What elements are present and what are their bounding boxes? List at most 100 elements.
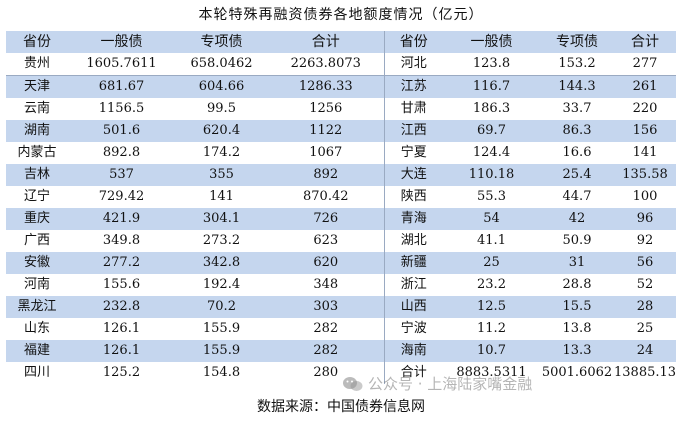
cell-general-left: 125.2 bbox=[102, 365, 141, 380]
cell-general-right: 186.3 bbox=[472, 101, 511, 116]
cell-general-right: 23.2 bbox=[477, 277, 506, 292]
cell-province-left: 天津 bbox=[23, 79, 50, 94]
cell-special-right: 16.6 bbox=[562, 145, 592, 160]
cell-province-left: 贵州 bbox=[6, 53, 68, 76]
cell-total-left: 623 bbox=[313, 233, 339, 248]
cell-total-left: 280 bbox=[313, 365, 339, 380]
cell-special-left: 658.0462 bbox=[175, 53, 268, 76]
data-source: 数据来源：中国债券信息网 bbox=[257, 399, 425, 415]
cell-province-right: 山西 bbox=[383, 296, 443, 318]
cell-province-right: 海南 bbox=[383, 340, 443, 362]
cell-total-left: 1067 bbox=[309, 145, 343, 160]
cell-province-left: 福建 bbox=[23, 343, 50, 358]
cell-total-right: 52 bbox=[636, 277, 654, 292]
cell-province-left: 吉林 bbox=[23, 167, 50, 182]
cell-province-right: 青海 bbox=[383, 208, 443, 230]
cell-general-left: 681.67 bbox=[98, 79, 145, 94]
cell-total-right: 28 bbox=[636, 299, 654, 314]
cell-special-left: 141 bbox=[209, 189, 234, 204]
cell-total-left: 726 bbox=[313, 211, 339, 226]
cell-special-left: 99.5 bbox=[207, 101, 236, 116]
cell-special-right: 5001.6062 bbox=[541, 365, 613, 380]
cell-general-right: 55.3 bbox=[477, 189, 506, 204]
cell-special-right: 153.2 bbox=[540, 53, 614, 76]
table-row: 吉林 537 355 892 大连 110.18 25.4 135.58 bbox=[6, 164, 676, 186]
table-row: 福建 126.1 155.9 282 海南 10.7 13.3 24 bbox=[6, 340, 676, 362]
cell-special-left: 192.4 bbox=[202, 277, 241, 292]
cell-special-right: 144.3 bbox=[558, 79, 596, 94]
cell-total-right: 56 bbox=[636, 255, 654, 270]
cell-special-left: 154.8 bbox=[202, 365, 241, 380]
cell-total-right: 220 bbox=[632, 101, 658, 116]
cell-general-right: 54 bbox=[483, 211, 500, 226]
header-general-right: 一般债 bbox=[470, 34, 513, 50]
cell-total-left: 303 bbox=[313, 299, 339, 314]
cell-special-left: 304.1 bbox=[202, 211, 241, 226]
cell-total-left: 620 bbox=[313, 255, 339, 270]
cell-special-left: 155.9 bbox=[202, 343, 241, 358]
cell-total-left: 892 bbox=[313, 167, 339, 182]
cell-special-right: 13.3 bbox=[562, 343, 592, 358]
cell-general-left: 349.8 bbox=[102, 233, 141, 248]
table-row: 安徽 277.2 342.8 620 新疆 25 31 56 bbox=[6, 252, 676, 274]
cell-province-right: 合计 bbox=[383, 362, 443, 384]
cell-general-right: 123.8 bbox=[443, 53, 540, 76]
table-row: 云南 1156.5 99.5 1256 甘肃 186.3 33.7 220 bbox=[6, 98, 676, 120]
cell-general-left: 277.2 bbox=[102, 255, 141, 270]
table-row: 广西 349.8 273.2 623 湖北 41.1 50.9 92 bbox=[6, 230, 676, 252]
cell-special-right: 25.4 bbox=[562, 167, 592, 182]
cell-total-right: 156 bbox=[632, 123, 658, 138]
cell-special-left: 604.66 bbox=[198, 79, 245, 94]
cell-special-right: 50.9 bbox=[562, 233, 592, 248]
cell-general-right: 110.18 bbox=[468, 167, 515, 182]
cell-special-left: 155.9 bbox=[202, 321, 241, 336]
table-title: 本轮特殊再融资债券各地额度情况（亿元） bbox=[198, 7, 484, 23]
cell-special-left: 355 bbox=[209, 167, 234, 182]
cell-special-right: 33.7 bbox=[562, 101, 592, 116]
cell-general-left: 421.9 bbox=[102, 211, 141, 226]
table-row: 辽宁 729.42 141 870.42 陕西 55.3 44.7 100 bbox=[6, 186, 676, 208]
cell-special-left: 174.2 bbox=[202, 145, 241, 160]
cell-total-left: 870.42 bbox=[303, 189, 349, 204]
cell-province-right: 河北 bbox=[383, 53, 443, 76]
table-row: 河南 155.6 192.4 348 浙江 23.2 28.8 52 bbox=[6, 274, 676, 296]
cell-special-right: 42 bbox=[568, 211, 586, 226]
cell-province-right: 浙江 bbox=[383, 274, 443, 296]
table-row: 山东 126.1 155.9 282 宁波 11.2 13.8 25 bbox=[6, 318, 676, 340]
header-province-left: 省份 bbox=[23, 34, 51, 50]
cell-province-right: 新疆 bbox=[383, 252, 443, 274]
cell-total-left: 282 bbox=[313, 343, 339, 358]
cell-general-left: 232.8 bbox=[102, 299, 141, 314]
cell-total-right: 261 bbox=[632, 79, 658, 94]
cell-total-right: 135.58 bbox=[622, 167, 668, 182]
cell-general-left: 1156.5 bbox=[98, 101, 145, 116]
table-row: 内蒙古 892.8 174.2 1067 宁夏 124.4 16.6 141 bbox=[6, 142, 676, 164]
header-special-left: 专项债 bbox=[200, 34, 243, 50]
cell-province-right: 甘肃 bbox=[383, 98, 443, 120]
cell-total-right: 92 bbox=[636, 233, 654, 248]
cell-general-right: 10.7 bbox=[477, 343, 506, 358]
cell-province-left: 湖南 bbox=[23, 123, 50, 138]
header-row: 省份 一般债 专项债 合计 省份 一般债 专项债 合计 bbox=[6, 31, 676, 53]
cell-total-left: 1122 bbox=[309, 123, 343, 138]
cell-general-right: 124.4 bbox=[472, 145, 511, 160]
cell-total-right: 100 bbox=[632, 189, 658, 204]
cell-province-left: 重庆 bbox=[23, 211, 50, 226]
cell-total-right: 96 bbox=[636, 211, 654, 226]
table-row: 天津 681.67 604.66 1286.33 江苏 116.7 144.3 261 bbox=[6, 75, 676, 98]
cell-special-right: 28.8 bbox=[562, 277, 592, 292]
table-row: 贵州 1605.7611 658.0462 2263.8073 河北 123.8 153.2… bbox=[6, 53, 676, 76]
cell-total-right: 25 bbox=[636, 321, 654, 336]
cell-total-left: 1256 bbox=[309, 101, 343, 116]
cell-province-left: 内蒙古 bbox=[17, 145, 57, 160]
bond-quota-table: 省份 一般债 专项债 合计 省份 一般债 专项债 合计 贵州 1605.7611 6… bbox=[6, 31, 676, 384]
cell-special-right: 44.7 bbox=[562, 189, 592, 204]
cell-province-right: 江苏 bbox=[383, 75, 443, 98]
cell-province-left: 安徽 bbox=[23, 255, 50, 270]
cell-province-left: 云南 bbox=[23, 101, 50, 116]
cell-general-left: 126.1 bbox=[102, 321, 141, 336]
cell-province-left: 四川 bbox=[23, 365, 50, 380]
cell-special-left: 70.2 bbox=[207, 299, 236, 314]
cell-total-right: 277 bbox=[614, 53, 676, 76]
cell-special-right: 86.3 bbox=[562, 123, 592, 138]
